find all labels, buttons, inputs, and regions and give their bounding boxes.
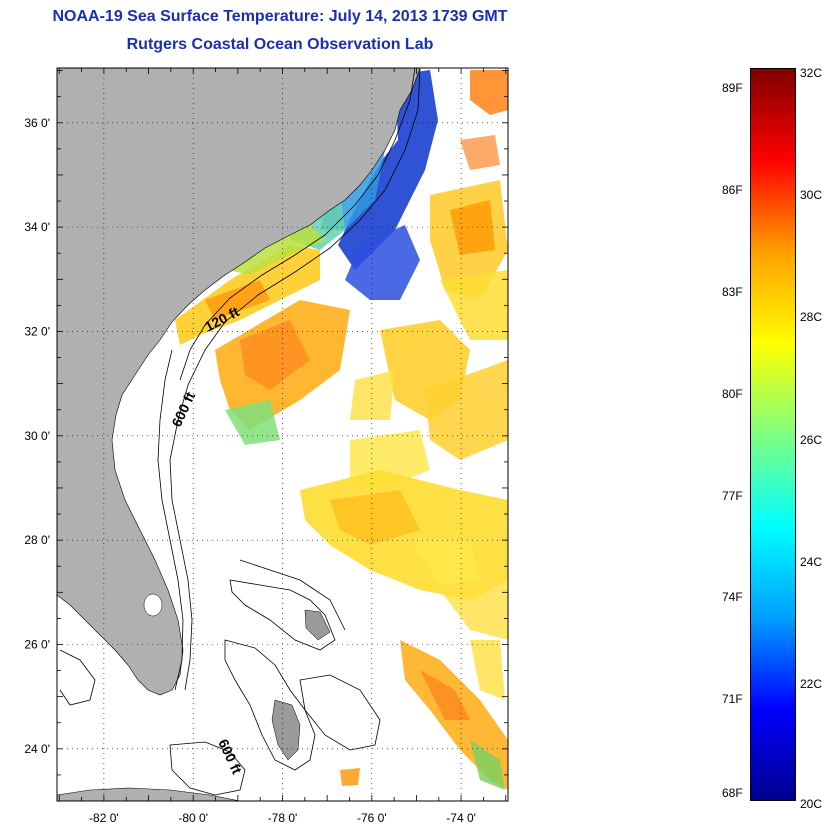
celsius-label: 22C [800, 676, 823, 691]
sst-data-layer [175, 70, 508, 790]
fahrenheit-label: 74F [722, 590, 743, 605]
celsius-label: 30C [800, 188, 823, 203]
axis-ticks: -82 0' -80 0' -78 0' -76 0' -74 0' 24 0' 26 0'… [24, 68, 508, 825]
lat-tick-label: 34 0' [24, 220, 50, 234]
map-title: NOAA-19 Sea Surface Temperature: July 14… [52, 8, 508, 25]
celsius-label: 28C [800, 310, 823, 325]
celsius-label: 32C [800, 66, 823, 80]
lon-tick-label: -78 0' [268, 811, 298, 825]
fahrenheit-label: 86F [722, 183, 743, 198]
depth-contours [59, 68, 421, 796]
lat-tick-label: 24 0' [24, 742, 50, 756]
lat-tick-label: 26 0' [24, 637, 50, 651]
lat-tick-label: 28 0' [24, 533, 50, 547]
celsius-label: 26C [800, 432, 823, 447]
land-cuba [57, 787, 241, 801]
lon-tick-label: -82 0' [89, 811, 119, 825]
lat-tick-label: 30 0' [24, 429, 50, 443]
fahrenheit-label: 68F [722, 786, 743, 800]
lon-tick-label: -80 0' [178, 811, 208, 825]
grid-lines [57, 68, 508, 801]
lake-icon [143, 593, 163, 617]
celsius-label: 20C [800, 797, 823, 811]
land-bahamas [271, 699, 301, 761]
fahrenheit-label: 80F [722, 386, 743, 401]
fahrenheit-label: 83F [722, 284, 743, 299]
land-bahamas-north [304, 609, 331, 641]
map-subtitle: Rutgers Coastal Ocean Observation Lab [126, 36, 434, 53]
lat-tick-label: 36 0' [24, 116, 50, 130]
color-scale-bar [750, 68, 796, 801]
fahrenheit-label: 71F [722, 692, 743, 707]
fahrenheit-label: 89F [722, 81, 743, 96]
land-us-coast [57, 68, 421, 696]
lon-tick-label: -74 0' [446, 811, 476, 825]
fahrenheit-label: 77F [722, 488, 743, 503]
celsius-label: 24C [800, 554, 823, 569]
lat-tick-label: 32 0' [24, 324, 50, 338]
lon-tick-label: -76 0' [357, 811, 387, 825]
